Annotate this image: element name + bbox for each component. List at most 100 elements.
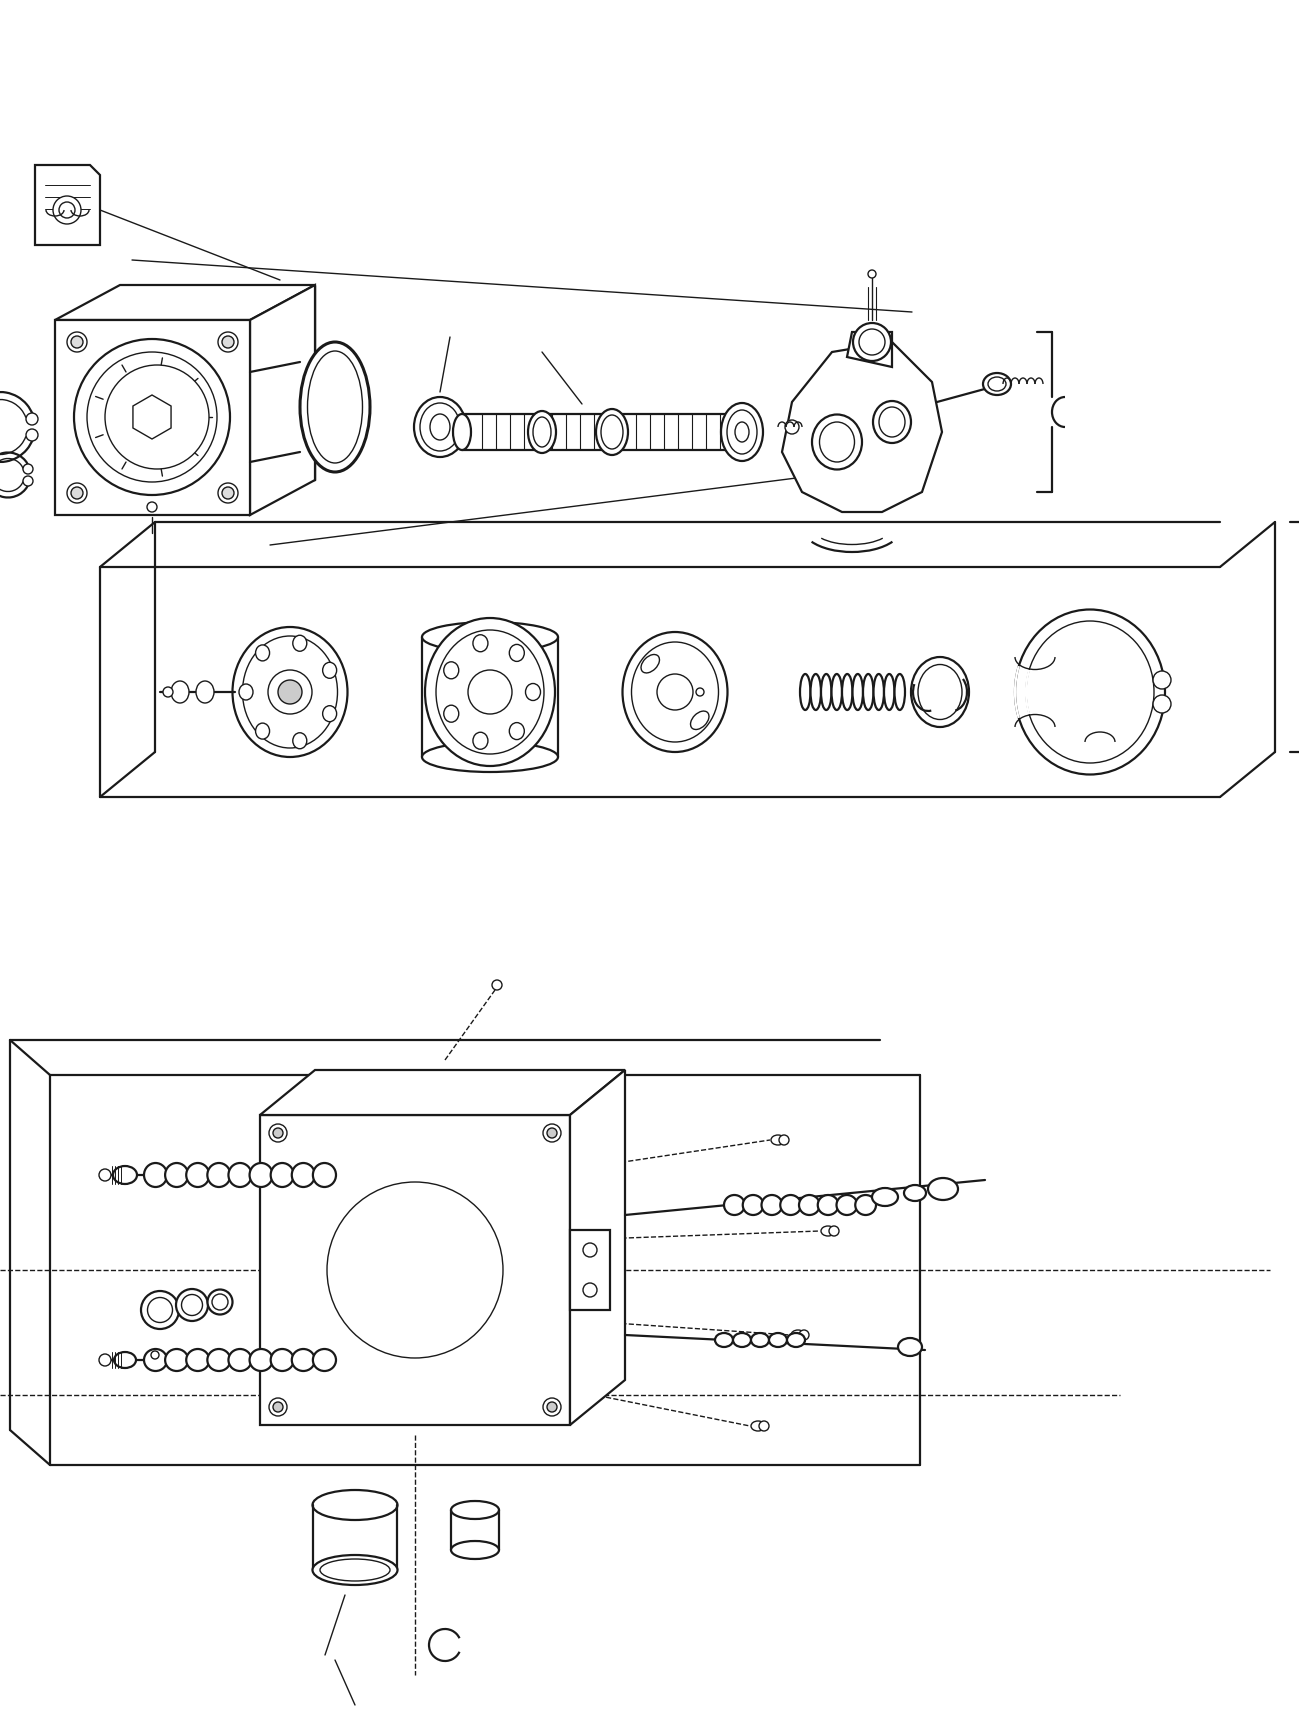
Ellipse shape <box>640 654 660 673</box>
Ellipse shape <box>761 1195 782 1216</box>
Circle shape <box>147 501 157 512</box>
Circle shape <box>657 675 692 711</box>
Ellipse shape <box>212 1295 229 1310</box>
Ellipse shape <box>473 635 488 652</box>
Ellipse shape <box>853 323 891 361</box>
Circle shape <box>799 1331 809 1339</box>
Circle shape <box>87 352 217 482</box>
Circle shape <box>492 980 501 991</box>
Circle shape <box>273 1128 283 1138</box>
Ellipse shape <box>743 1195 764 1216</box>
Ellipse shape <box>855 1195 876 1216</box>
Ellipse shape <box>208 1350 230 1370</box>
Polygon shape <box>847 331 892 367</box>
Circle shape <box>395 1250 435 1289</box>
Ellipse shape <box>239 683 253 701</box>
Circle shape <box>134 398 170 434</box>
Circle shape <box>53 196 81 223</box>
Circle shape <box>23 464 32 474</box>
Ellipse shape <box>420 403 460 452</box>
Ellipse shape <box>414 397 466 457</box>
Ellipse shape <box>186 1350 209 1370</box>
Ellipse shape <box>208 1289 233 1315</box>
Ellipse shape <box>270 1350 294 1370</box>
Ellipse shape <box>425 618 555 766</box>
Circle shape <box>829 1226 839 1236</box>
Ellipse shape <box>313 1556 397 1585</box>
Circle shape <box>144 409 160 426</box>
Ellipse shape <box>820 422 855 462</box>
Ellipse shape <box>885 675 895 711</box>
Ellipse shape <box>818 1195 838 1216</box>
Ellipse shape <box>691 711 709 730</box>
Ellipse shape <box>292 635 307 651</box>
Circle shape <box>151 1351 158 1358</box>
Polygon shape <box>35 165 100 246</box>
Ellipse shape <box>320 1559 390 1581</box>
Circle shape <box>327 1181 503 1358</box>
Ellipse shape <box>473 731 488 749</box>
Ellipse shape <box>751 1332 769 1348</box>
Ellipse shape <box>879 407 905 438</box>
Ellipse shape <box>182 1295 203 1315</box>
Ellipse shape <box>811 675 821 711</box>
Polygon shape <box>132 395 171 440</box>
Ellipse shape <box>292 733 307 749</box>
Ellipse shape <box>812 414 863 469</box>
Ellipse shape <box>904 1185 926 1200</box>
Ellipse shape <box>911 658 969 726</box>
Ellipse shape <box>800 675 811 711</box>
Ellipse shape <box>622 632 727 752</box>
Circle shape <box>105 366 209 469</box>
Circle shape <box>583 1283 598 1296</box>
Ellipse shape <box>451 1540 499 1559</box>
Ellipse shape <box>422 622 559 652</box>
Ellipse shape <box>256 723 270 738</box>
Circle shape <box>547 1128 557 1138</box>
Circle shape <box>26 429 38 441</box>
Ellipse shape <box>821 1226 835 1236</box>
Ellipse shape <box>196 682 214 702</box>
Ellipse shape <box>270 1162 294 1186</box>
Ellipse shape <box>292 1350 314 1370</box>
Ellipse shape <box>787 1332 805 1348</box>
Ellipse shape <box>308 350 362 464</box>
Ellipse shape <box>596 409 627 455</box>
Ellipse shape <box>292 1162 314 1186</box>
Circle shape <box>269 1398 287 1417</box>
Ellipse shape <box>873 675 885 711</box>
Ellipse shape <box>444 706 459 723</box>
Circle shape <box>71 337 83 349</box>
Ellipse shape <box>863 675 873 711</box>
Circle shape <box>377 1233 453 1308</box>
Circle shape <box>99 1169 110 1181</box>
Polygon shape <box>55 285 314 319</box>
Polygon shape <box>570 1070 625 1425</box>
Ellipse shape <box>422 742 559 773</box>
Ellipse shape <box>186 1162 209 1186</box>
Ellipse shape <box>175 1289 208 1320</box>
Ellipse shape <box>430 414 449 440</box>
Ellipse shape <box>208 1162 230 1186</box>
Ellipse shape <box>852 675 863 711</box>
Ellipse shape <box>142 1291 179 1329</box>
Ellipse shape <box>859 330 885 355</box>
Circle shape <box>547 1403 557 1411</box>
Circle shape <box>99 1355 110 1367</box>
Ellipse shape <box>229 1350 252 1370</box>
Ellipse shape <box>989 378 1005 391</box>
Ellipse shape <box>313 1350 336 1370</box>
Circle shape <box>23 476 32 486</box>
Circle shape <box>273 1403 283 1411</box>
Ellipse shape <box>229 1162 252 1186</box>
Ellipse shape <box>927 1178 957 1200</box>
Ellipse shape <box>733 1332 751 1348</box>
Circle shape <box>583 1243 598 1257</box>
Ellipse shape <box>243 635 338 749</box>
Polygon shape <box>260 1114 570 1425</box>
Ellipse shape <box>113 1166 136 1185</box>
Ellipse shape <box>444 661 459 678</box>
Ellipse shape <box>1015 610 1165 774</box>
Circle shape <box>68 331 87 352</box>
Ellipse shape <box>171 682 188 702</box>
